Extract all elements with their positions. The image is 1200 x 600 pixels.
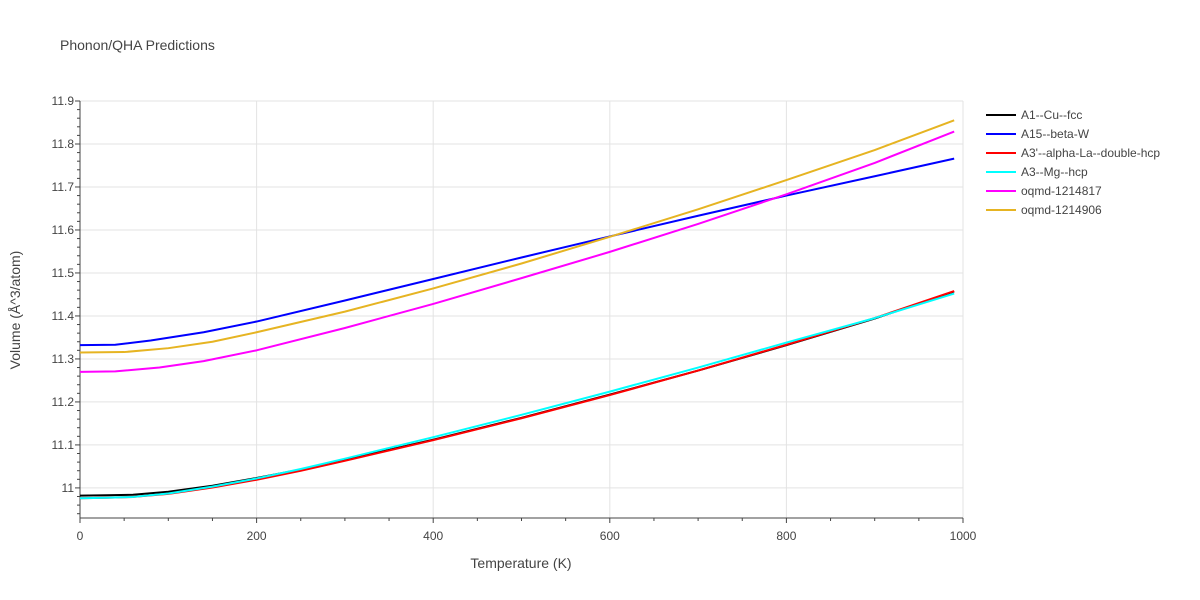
legend-label: oqmd-1214906 (1021, 203, 1102, 217)
legend-label: A1--Cu--fcc (1021, 108, 1082, 122)
legend-item[interactable]: A3'--alpha-La--double-hcp (986, 146, 1160, 160)
legend[interactable]: A1--Cu--fcc A15--beta-W A3'--alpha-La--dou… (986, 108, 1160, 217)
legend-label: A15--beta-W (1021, 127, 1090, 141)
legend-label: oqmd-1214817 (1021, 184, 1102, 198)
legend-item[interactable]: A1--Cu--fcc (986, 108, 1082, 122)
series-line (79, 119, 955, 354)
y-tick-label: 11 (62, 481, 75, 495)
legend-item[interactable]: A3--Mg--hcp (986, 165, 1088, 179)
y-axis-title: Volume (Å^3/atom) (7, 251, 23, 370)
legend-item[interactable]: A15--beta-W (986, 127, 1090, 141)
x-tick-label: 1000 (950, 529, 977, 543)
y-tick-label: 11.6 (52, 223, 75, 237)
chart-title: Phonon/QHA Predictions (60, 37, 215, 53)
grid (79, 100, 964, 518)
x-tick-label: 0 (77, 529, 84, 543)
x-tick-label: 400 (423, 529, 443, 543)
series-line (79, 290, 955, 500)
x-axis-title: Temperature (K) (470, 555, 571, 571)
axes: 0 200 400 600 800 1000 11 11.1 11.2 11.3 11.4 11.5 1… (52, 94, 977, 543)
series-line (79, 130, 955, 373)
series-line (79, 157, 955, 347)
series-lines (79, 119, 955, 500)
y-tick-label: 11.2 (52, 395, 75, 409)
y-tick-label: 11.5 (52, 266, 75, 280)
legend-item[interactable]: oqmd-1214817 (986, 184, 1102, 198)
x-tick-label: 800 (776, 529, 796, 543)
y-tick-label: 11.9 (52, 94, 75, 108)
y-tick-label: 11.4 (52, 309, 75, 323)
x-tick-label: 600 (600, 529, 620, 543)
y-tick-label: 11.1 (52, 438, 75, 452)
y-tick-label: 11.7 (52, 180, 75, 194)
y-tick-label: 11.3 (52, 352, 75, 366)
legend-item[interactable]: oqmd-1214906 (986, 203, 1102, 217)
y-tick-label: 11.8 (52, 137, 75, 151)
series-line (79, 290, 955, 497)
legend-label: A3'--alpha-La--double-hcp (1021, 146, 1160, 160)
x-tick-label: 200 (247, 529, 267, 543)
legend-label: A3--Mg--hcp (1021, 165, 1088, 179)
series-line (79, 292, 955, 500)
